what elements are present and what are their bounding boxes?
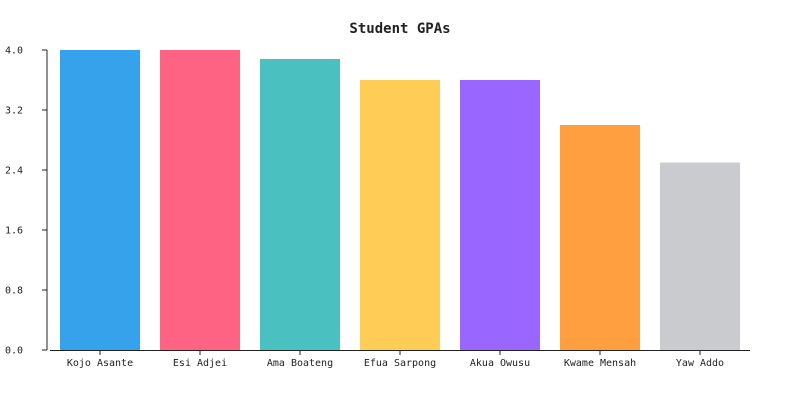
bar bbox=[460, 80, 540, 350]
y-tick-label: 4.0 bbox=[5, 46, 23, 57]
bar-series bbox=[60, 50, 740, 350]
x-tick-label: Kojo Asante bbox=[67, 358, 133, 369]
y-tick-label: 0.0 bbox=[5, 346, 23, 357]
chart-title: Student GPAs bbox=[349, 21, 450, 37]
y-axis: 0.0 0.8 1.6 2.4 3.2 4.0 bbox=[5, 46, 48, 357]
bar bbox=[660, 162, 740, 350]
y-tick-label: 3.2 bbox=[5, 106, 23, 117]
bar bbox=[160, 50, 240, 350]
x-tick-label: Yaw Addo bbox=[676, 358, 724, 369]
bar bbox=[560, 125, 640, 350]
x-tick-label: Akua Owusu bbox=[470, 358, 530, 369]
x-tick-label: Ama Boateng bbox=[267, 358, 333, 369]
y-tick-label: 2.4 bbox=[5, 166, 23, 177]
x-tick-label: Efua Sarpong bbox=[364, 358, 436, 369]
bar bbox=[60, 50, 140, 350]
y-tick-label: 0.8 bbox=[5, 286, 23, 297]
bar bbox=[260, 59, 340, 350]
x-axis: Kojo Asante Esi Adjei Ama Boateng Efua Sarp… bbox=[50, 350, 750, 369]
x-tick-label: Esi Adjei bbox=[173, 358, 227, 369]
y-tick-label: 1.6 bbox=[5, 226, 23, 237]
x-tick-label: Kwame Mensah bbox=[564, 358, 636, 369]
bar bbox=[360, 80, 440, 350]
